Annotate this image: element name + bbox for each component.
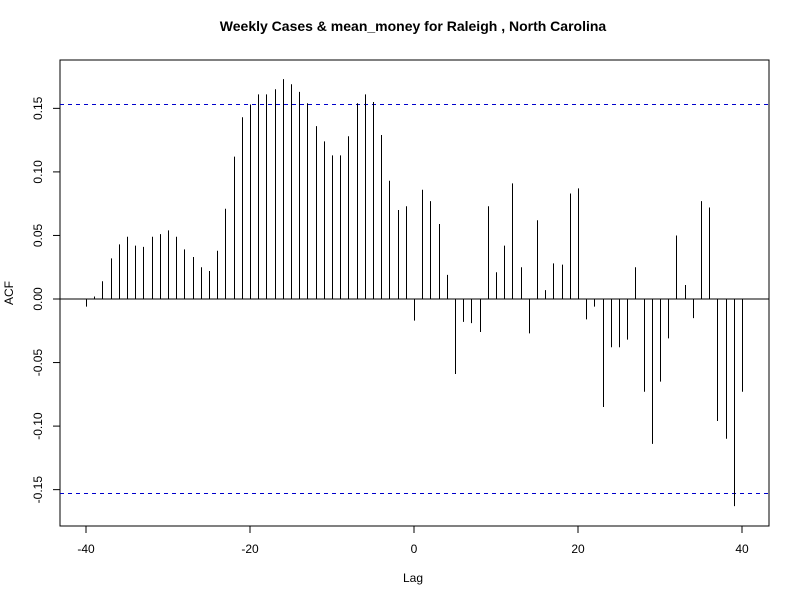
y-tick-label: -0.10 (31, 412, 45, 440)
plot-frame (59, 59, 770, 527)
x-tick-label: -20 (241, 542, 259, 556)
y-axis: -0.15 -0.10 -0.05 0.00 0.05 0.10 0.15 (31, 96, 60, 503)
x-axis-label: Lag (403, 571, 423, 585)
chart-title: Weekly Cases & mean_money for Raleigh , … (220, 18, 607, 34)
y-tick-label: -0.05 (31, 349, 45, 377)
y-tick-label: 0.10 (31, 160, 45, 184)
y-tick-label: -0.15 (31, 476, 45, 504)
y-tick-label: 0.15 (31, 96, 45, 120)
x-tick-label: 40 (735, 542, 749, 556)
x-tick-label: 20 (571, 542, 585, 556)
y-tick-label: 0.05 (31, 223, 45, 247)
y-tick-label: 0.00 (31, 287, 45, 311)
confidence-bounds (60, 104, 769, 494)
y-axis-label: ACF (2, 281, 16, 305)
x-tick-label: -40 (77, 542, 95, 556)
x-axis: -40 -20 0 20 40 (77, 526, 749, 556)
acf-bars (86, 79, 743, 507)
x-tick-label: 0 (411, 542, 418, 556)
